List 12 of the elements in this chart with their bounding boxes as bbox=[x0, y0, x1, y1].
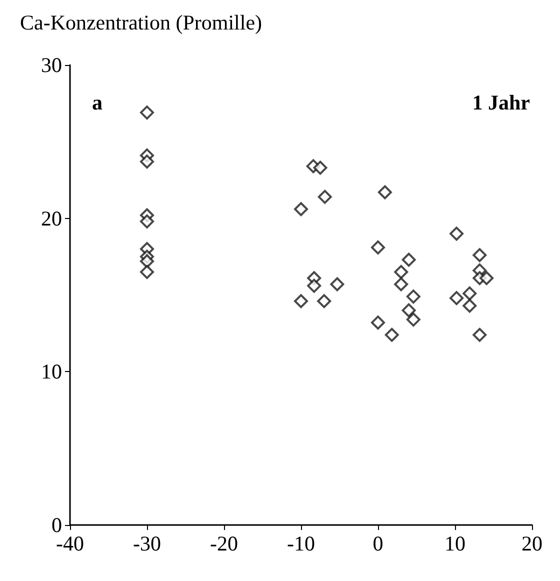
y-tick-label: 20 bbox=[41, 206, 62, 230]
x-tick-label: 20 bbox=[522, 532, 542, 556]
x-tick-label: -10 bbox=[287, 532, 315, 556]
x-tick-label: -30 bbox=[133, 532, 161, 556]
y-tick-label: 10 bbox=[41, 360, 62, 384]
x-tick-label: 0 bbox=[372, 532, 384, 556]
x-tick-label: 10 bbox=[444, 532, 466, 556]
y-axis-title: Ca-Konzentration (Promille) bbox=[20, 10, 262, 34]
annotation: 1 Jahr bbox=[472, 90, 530, 114]
x-tick-label: -20 bbox=[210, 532, 238, 556]
annotation: a bbox=[92, 90, 103, 114]
y-tick-label: 30 bbox=[41, 53, 62, 77]
